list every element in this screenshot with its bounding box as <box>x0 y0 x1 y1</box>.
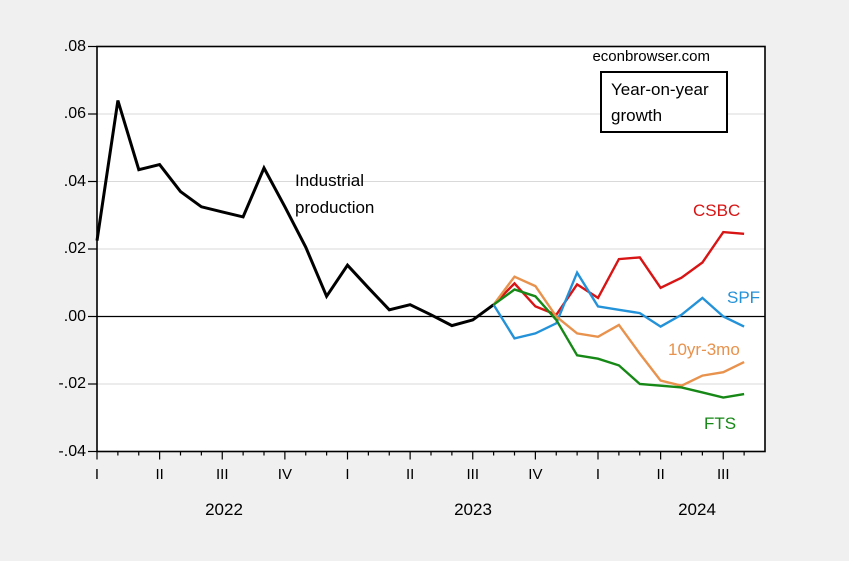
x-axis-year-label: 2024 <box>678 500 716 519</box>
y-axis-label: -.04 <box>58 442 86 460</box>
x-axis-year-label: 2022 <box>205 500 243 519</box>
x-axis-quarter-label: II <box>405 466 415 483</box>
series-line-fts <box>492 288 745 399</box>
x-axis-year-label: 2023 <box>454 500 492 519</box>
x-axis-quarter-label: III <box>466 466 479 483</box>
x-axis-quarter-label: IV <box>528 466 543 483</box>
series-line-spf <box>492 269 745 340</box>
series-line-csbc <box>492 230 745 317</box>
series-label-industrial-production: Industrial production <box>295 171 375 217</box>
watermark-text: econbrowser.com <box>592 48 710 65</box>
y-axis-label: .04 <box>63 172 86 190</box>
annotation-box: Year-on-year growth <box>600 71 728 133</box>
y-axis-label: .00 <box>63 307 86 325</box>
x-axis-quarter-label: I <box>595 466 601 483</box>
x-axis-quarter-label: II <box>656 466 665 483</box>
y-axis-label: .08 <box>63 37 86 55</box>
x-axis-quarter-label: II <box>155 466 164 483</box>
x-axis-quarter-label: I <box>345 466 350 483</box>
plot-border <box>96 45 766 453</box>
x-axis-quarter-label: III <box>716 466 730 483</box>
series-label-csbc: CSBC <box>693 201 741 220</box>
x-axis-quarter-label: I <box>94 466 100 483</box>
x-axis-quarter-label: III <box>215 466 229 483</box>
x-axis-quarter-label: IV <box>277 466 292 483</box>
series-line-industrial-production <box>95 100 495 328</box>
y-axis-label: -.02 <box>58 375 86 392</box>
series-label-fts: FTS <box>704 414 737 433</box>
series-label-spf: SPF <box>727 288 761 307</box>
series-line-10yr-3mo <box>492 275 745 387</box>
y-axis-label: .06 <box>63 105 86 122</box>
y-axis-label: .02 <box>63 240 86 257</box>
series-label-10yr-3mo: 10yr-3mo <box>668 340 740 359</box>
